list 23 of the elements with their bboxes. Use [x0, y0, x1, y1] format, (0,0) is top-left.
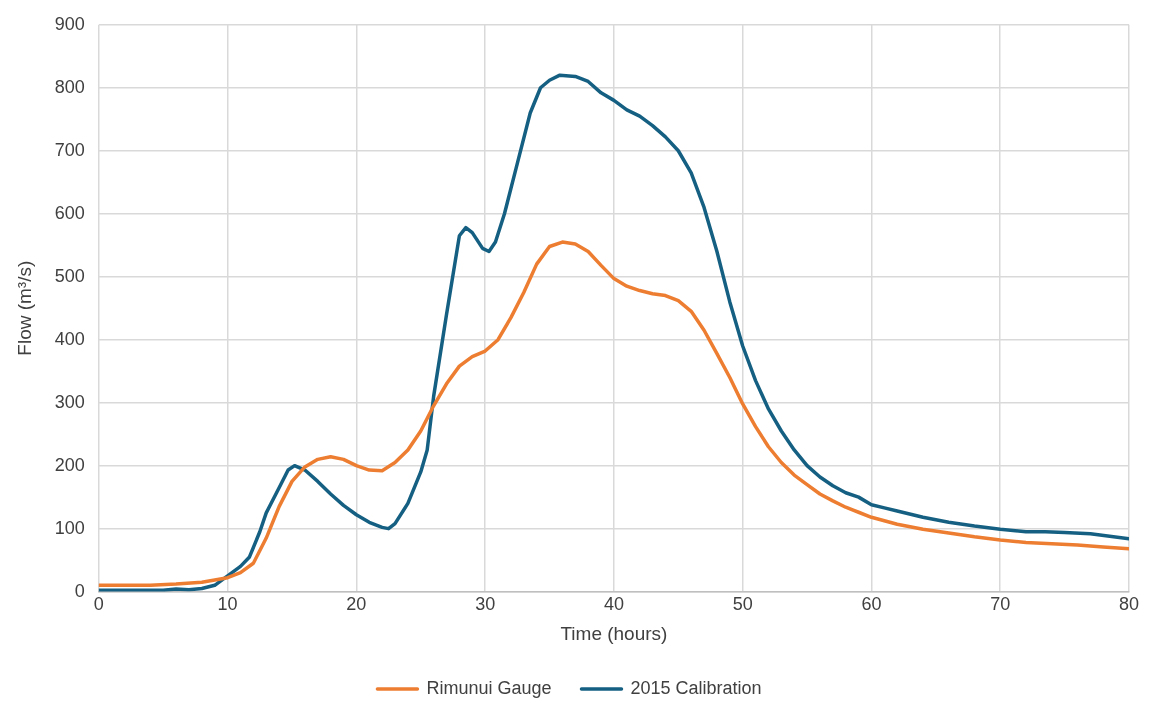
x-tick-label: 80	[1118, 594, 1140, 615]
y-tick-label: 300	[54, 391, 85, 412]
y-tick-label: 0	[74, 580, 85, 601]
x-tick-label: 30	[475, 594, 496, 615]
x-tick-label: 10	[217, 594, 238, 615]
x-tick-label: 40	[603, 594, 624, 615]
x-tick-label: 70	[990, 594, 1011, 615]
x-tick-label: 50	[732, 594, 753, 615]
y-tick-label: 500	[54, 265, 85, 286]
y-axis-title: Flow (m³/s)	[13, 260, 35, 356]
y-tick-label: 900	[54, 13, 85, 34]
y-tick-label: 700	[54, 139, 85, 160]
x-tick-label: 0	[93, 594, 104, 615]
y-tick-label: 200	[54, 454, 85, 475]
x-tick-label: 60	[861, 594, 882, 615]
legend-label: 2015 Calibration	[630, 677, 762, 698]
x-axis-title: Time (hours)	[560, 622, 668, 644]
legend-label: Rimunui Gauge	[426, 677, 552, 698]
y-tick-label: 800	[54, 76, 85, 97]
y-tick-label: 400	[54, 328, 85, 349]
x-tick-label: 20	[346, 594, 367, 615]
y-tick-label: 100	[54, 517, 85, 538]
y-tick-label: 600	[54, 202, 85, 223]
